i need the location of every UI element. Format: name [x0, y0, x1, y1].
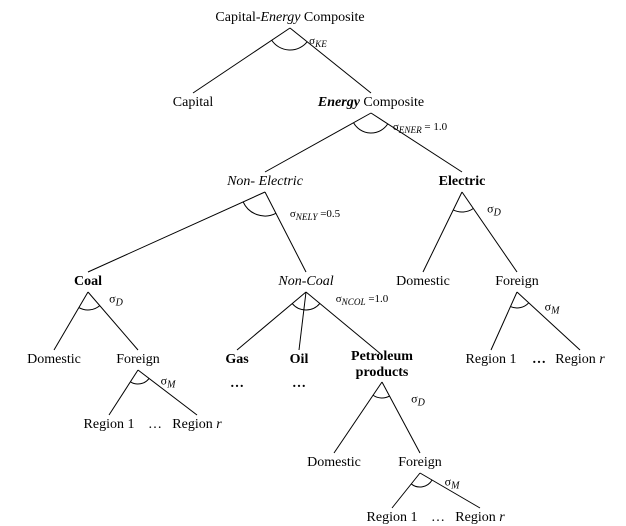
- sigma-s_noncoal: σNCOL =1.0: [336, 293, 389, 307]
- node-gas_dots: …: [230, 376, 244, 392]
- node-petro_r1: Region 1: [367, 510, 418, 526]
- node-coal: Coal: [74, 274, 102, 290]
- node-petro: Petroleumproducts: [351, 349, 413, 381]
- sigma-s_energy: σENER = 1.0: [393, 121, 447, 135]
- node-nonelec: Non- Electric: [227, 174, 303, 190]
- node-oil_dots: …: [292, 376, 306, 392]
- node-coal_for: Foreign: [116, 352, 160, 368]
- node-oil: Oil: [290, 352, 309, 368]
- node-root: Capital-Energy Composite: [215, 10, 364, 26]
- sigma-s_coalfor: σM: [161, 373, 176, 390]
- node-coal_r1: Region 1: [84, 417, 135, 433]
- sigma-s_elecfor: σM: [545, 299, 560, 316]
- sigma-s_nonelec: σNELY =0.5: [290, 208, 340, 222]
- node-energyComp: Energy Composite: [318, 95, 424, 111]
- node-petro_rr: Region r: [455, 510, 504, 526]
- sigma-s_coal: σD: [109, 291, 123, 308]
- node-elec_r1: Region 1: [466, 352, 517, 368]
- sigma-s_root: σKE: [309, 35, 327, 49]
- edges-layer: [0, 0, 626, 526]
- diagram-canvas: Capital-Energy Composite Capital Energy Co…: [0, 0, 626, 526]
- node-gas: Gas: [225, 352, 248, 368]
- node-elec_dom: Domestic: [396, 274, 450, 290]
- sigma-s_petrofor: σM: [445, 474, 460, 491]
- node-elec_rdots: …: [532, 352, 546, 368]
- node-petro_for: Foreign: [398, 455, 442, 471]
- node-elec_rr: Region r: [555, 352, 604, 368]
- node-elec_for: Foreign: [495, 274, 539, 290]
- node-coal_rdots: …: [148, 417, 162, 433]
- sigma-s_electric: σD: [487, 201, 501, 218]
- node-petro_rdots: …: [431, 510, 445, 526]
- node-petro_dom: Domestic: [307, 455, 361, 471]
- node-capital: Capital: [173, 95, 213, 111]
- node-electric: Electric: [439, 174, 486, 190]
- node-coal_rr: Region r: [172, 417, 221, 433]
- sigma-s_petro: σD: [411, 391, 425, 408]
- node-coal_dom: Domestic: [27, 352, 81, 368]
- node-noncoal: Non-Coal: [278, 274, 333, 290]
